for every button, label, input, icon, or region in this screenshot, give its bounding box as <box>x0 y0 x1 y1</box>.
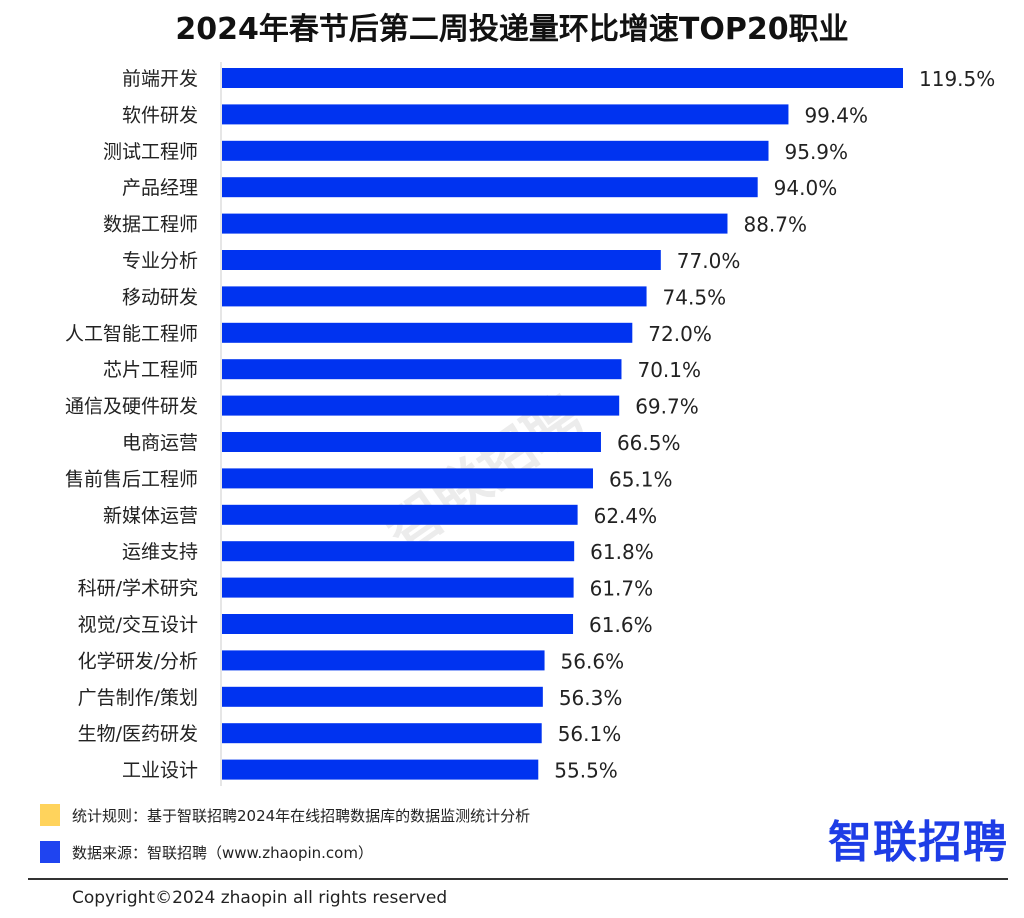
value-label: 56.3% <box>559 686 623 710</box>
value-label: 55.5% <box>554 759 618 783</box>
category-label: 前端开发 <box>122 68 198 90</box>
category-label: 工业设计 <box>122 760 198 782</box>
category-label: 视觉/交互设计 <box>78 614 198 636</box>
category-label: 专业分析 <box>122 250 198 272</box>
bar <box>222 213 728 234</box>
value-label: 62.4% <box>594 504 658 528</box>
value-label: 61.6% <box>589 613 653 637</box>
bar <box>222 614 574 634</box>
category-label: 新媒体运营 <box>103 505 198 527</box>
category-label: 人工智能工程师 <box>65 323 198 345</box>
value-label: 56.1% <box>558 722 622 746</box>
bar <box>222 104 789 125</box>
bar <box>222 468 593 489</box>
bar <box>222 250 661 270</box>
bar <box>222 140 769 161</box>
category-label: 通信及硬件研发 <box>65 396 198 418</box>
bar <box>222 577 574 598</box>
bar-chart: 前端开发 119.5% 软件研发 99.4% 测试工程师 95.9% 产品经理 94.0% 数据… <box>65 62 995 786</box>
bar <box>222 322 633 343</box>
legend-text-rule: 统计规则：基于智联招聘2024年在线招聘数据库的数据监测统计分析 <box>72 806 531 825</box>
category-label: 产品经理 <box>122 177 198 199</box>
value-label: 61.7% <box>590 577 654 601</box>
value-label: 56.6% <box>561 649 625 673</box>
value-label: 61.8% <box>590 540 654 564</box>
value-label: 88.7% <box>743 213 807 237</box>
bar <box>222 432 601 452</box>
value-label: 94.0% <box>774 176 838 200</box>
category-label: 测试工程师 <box>103 141 198 163</box>
bar <box>222 359 622 380</box>
bar <box>222 541 575 562</box>
zhaopin-logo: 智联招聘 <box>828 817 1008 868</box>
value-label: 66.5% <box>617 431 681 455</box>
value-label: 95.9% <box>785 140 849 164</box>
value-label: 70.1% <box>637 358 701 382</box>
bar <box>222 286 647 307</box>
bar <box>222 723 542 744</box>
category-label: 化学研发/分析 <box>78 650 198 672</box>
legend-text-source: 数据来源：智联招聘（www.zhaopin.com） <box>72 843 373 862</box>
value-label: 77.0% <box>677 249 741 273</box>
category-label: 芯片工程师 <box>103 359 198 381</box>
bar <box>222 759 539 780</box>
footer-divider <box>28 878 1008 880</box>
category-label: 科研/学术研究 <box>78 578 198 600</box>
copyright: Copyright©2024 zhaopin all rights reserv… <box>72 888 448 908</box>
category-label: 移动研发 <box>122 286 198 308</box>
value-label: 72.0% <box>648 322 712 346</box>
category-label: 运维支持 <box>122 541 198 563</box>
category-label: 售前售后工程师 <box>65 468 198 490</box>
category-label: 电商运营 <box>122 432 198 454</box>
bar <box>222 650 545 671</box>
category-label: 广告制作/策划 <box>78 687 198 709</box>
value-label: 99.4% <box>804 103 868 127</box>
category-label: 软件研发 <box>122 104 198 126</box>
bar <box>222 177 758 198</box>
legend-item-source: 数据来源：智联招聘（www.zhaopin.com） <box>40 841 373 863</box>
value-label: 69.7% <box>635 395 699 419</box>
category-label: 数据工程师 <box>103 214 198 236</box>
bar <box>222 395 620 416</box>
category-label: 生物/医药研发 <box>78 723 198 745</box>
legend-swatch-yellow <box>40 804 60 826</box>
value-label: 65.1% <box>609 467 673 491</box>
legend-swatch-blue <box>40 841 60 863</box>
value-label: 119.5% <box>919 67 995 91</box>
chart-title: 2024年春节后第二周投递量环比增速TOP20职业 <box>175 12 849 47</box>
bar <box>222 68 903 88</box>
legend-item-rule: 统计规则：基于智联招聘2024年在线招聘数据库的数据监测统计分析 <box>40 804 530 826</box>
bar <box>222 504 578 525</box>
bar <box>222 686 543 707</box>
value-label: 74.5% <box>663 285 727 309</box>
